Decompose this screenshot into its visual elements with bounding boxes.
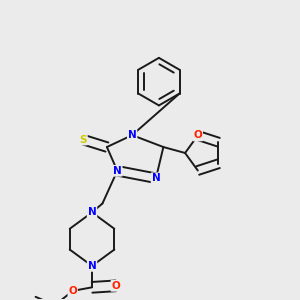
Text: N: N: [113, 166, 122, 176]
Text: S: S: [80, 135, 87, 145]
Text: O: O: [194, 130, 202, 140]
Text: N: N: [128, 130, 136, 140]
Text: N: N: [152, 173, 160, 183]
Text: O: O: [68, 286, 77, 296]
Text: O: O: [111, 281, 120, 291]
Text: N: N: [88, 261, 96, 271]
Text: N: N: [88, 207, 96, 218]
